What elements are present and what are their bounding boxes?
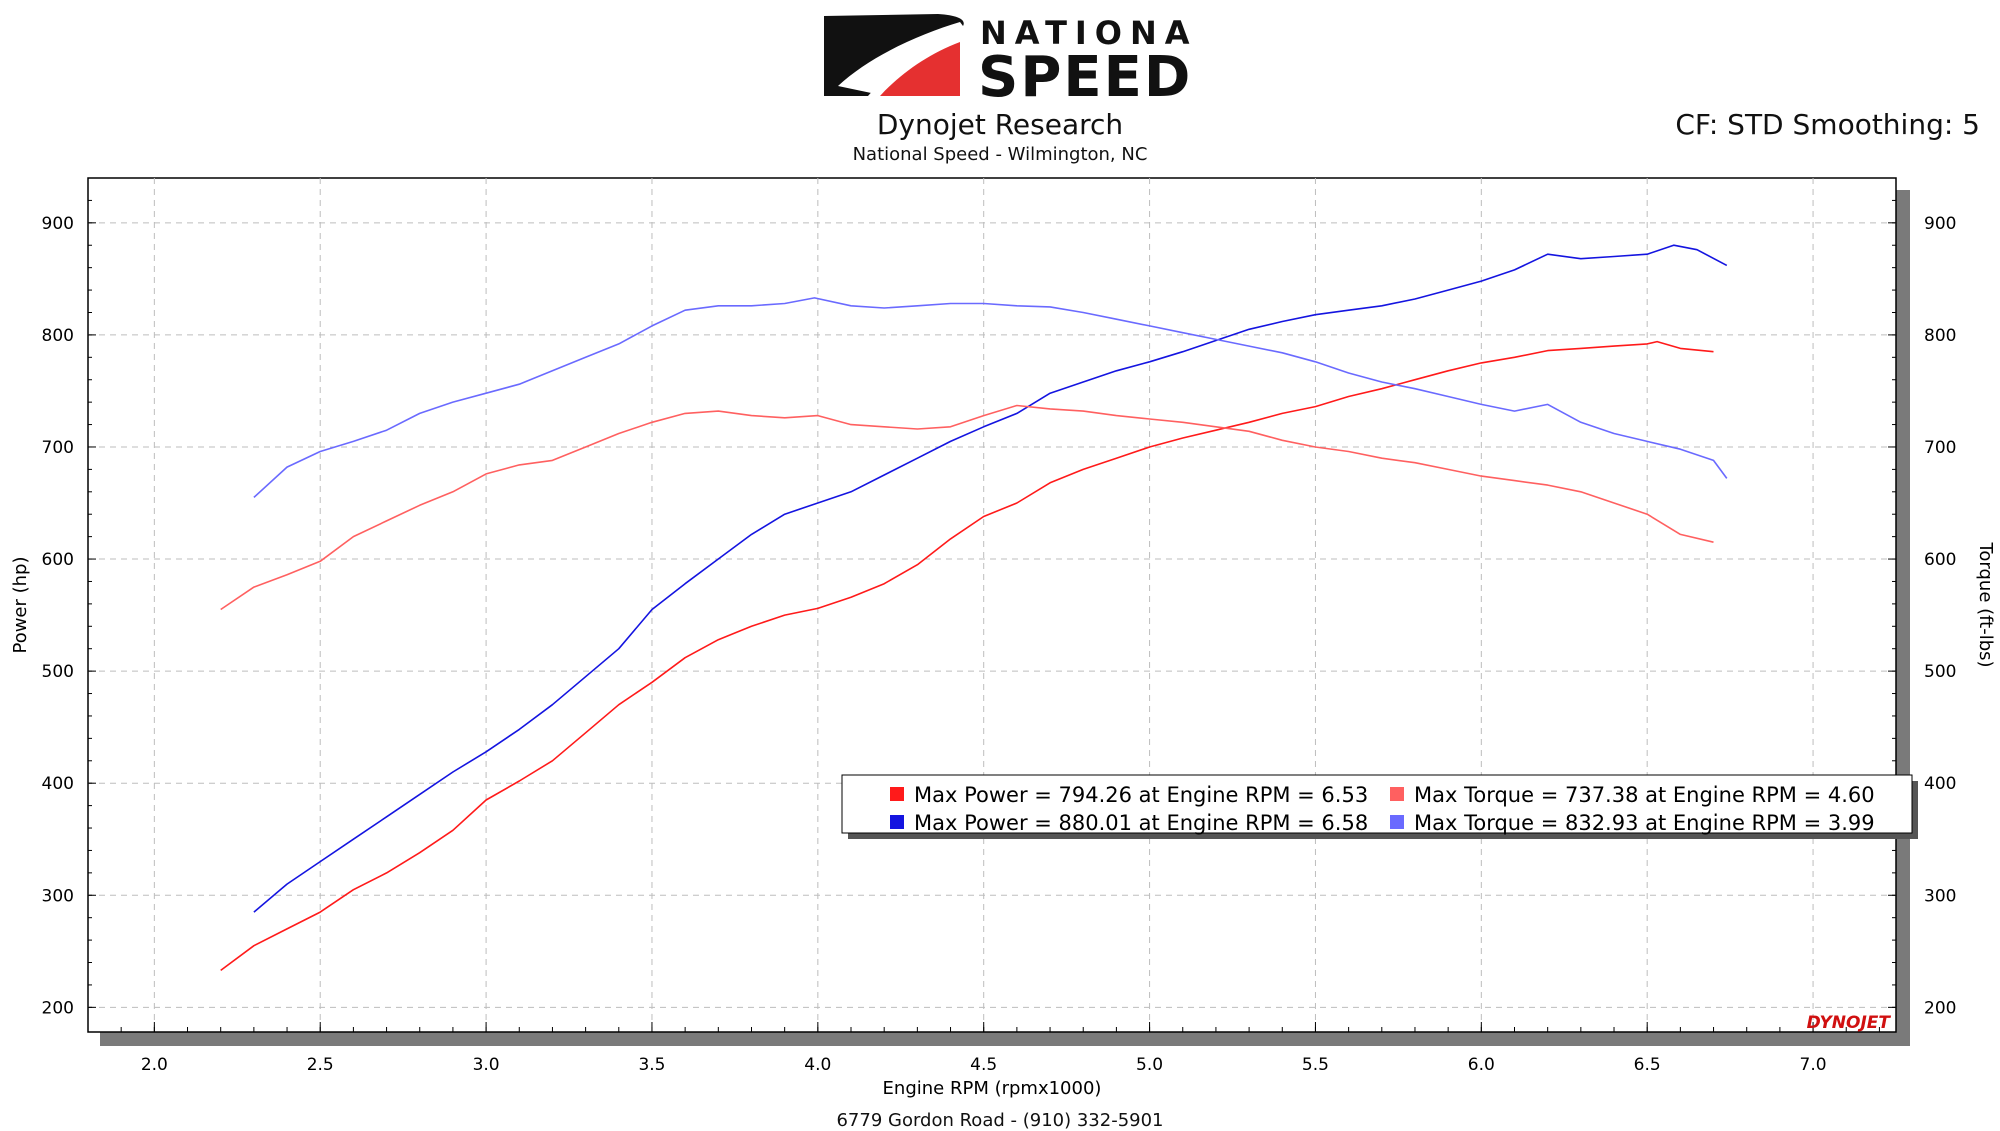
- logo-wordmark-speed: SPEED: [978, 45, 1192, 104]
- dynojet-watermark: DYNOJET: [1807, 1013, 1892, 1033]
- y-left-tick-label: 700: [42, 438, 74, 458]
- y-right-tick-label: 900: [1924, 214, 1956, 234]
- x-tick-label: 2.5: [307, 1055, 334, 1075]
- x-tick-label: 4.5: [970, 1055, 997, 1075]
- y-right-tick-label: 500: [1924, 662, 1956, 682]
- y-left-tick-label: 800: [42, 326, 74, 346]
- y-right-tick-label: 300: [1924, 886, 1956, 906]
- legend-swatch: [890, 815, 904, 829]
- y-right-tick-label: 700: [1924, 438, 1956, 458]
- logo-white-swoosh: [838, 22, 966, 94]
- y-right-tick-label: 400: [1924, 774, 1956, 794]
- x-tick-label: 2.0: [141, 1055, 168, 1075]
- x-tick-label: 7.0: [1800, 1055, 1827, 1075]
- y-right-tick-label: 800: [1924, 326, 1956, 346]
- y-left-tick-label: 400: [42, 774, 74, 794]
- bottom-frame-shadow: [100, 1032, 1910, 1046]
- national-speed-logo: NATIONAL SPEED: [824, 14, 1200, 104]
- logo-wordmark-national: NATIONAL: [980, 14, 1200, 52]
- y-left-tick-label: 600: [42, 550, 74, 570]
- series-line-torque1: [220, 404, 1714, 611]
- legend-box: [841, 774, 1913, 834]
- x-axis-label: Engine RPM (rpmx1000): [883, 1078, 1102, 1099]
- legend-entry: Max Torque = 737.38 at Engine RPM = 4.60: [1414, 783, 1875, 807]
- y-right-tick-label: 200: [1924, 998, 1956, 1018]
- y-right-tick-label: 600: [1924, 550, 1956, 570]
- x-tick-label: 3.0: [473, 1055, 500, 1075]
- legend-swatch: [890, 787, 904, 801]
- chart-title: Dynojet Research: [876, 108, 1124, 141]
- x-tick-label: 6.5: [1634, 1055, 1661, 1075]
- legend-swatch: [1390, 815, 1404, 829]
- y-left-tick-label: 200: [42, 998, 74, 1018]
- series-line-torque2: [253, 297, 1728, 498]
- chart-subtitle: National Speed - Wilmington, NC: [852, 144, 1148, 165]
- series-line-power1: [220, 340, 1714, 972]
- x-tick-label: 6.0: [1468, 1055, 1495, 1075]
- legend-entry: Max Power = 880.01 at Engine RPM = 6.58: [914, 811, 1368, 835]
- x-tick-label: 3.5: [638, 1055, 665, 1075]
- legend-swatch: [1390, 787, 1404, 801]
- right-frame-shadow: [1896, 190, 1910, 1044]
- y-left-axis-label: Power (hp): [10, 556, 31, 653]
- legend-entry: Max Torque = 832.93 at Engine RPM = 3.99: [1414, 811, 1875, 835]
- x-tick-label: 4.0: [804, 1055, 831, 1075]
- y-left-tick-label: 500: [42, 662, 74, 682]
- y-left-tick-label: 900: [42, 214, 74, 234]
- plot-area: [87, 177, 1897, 1033]
- logo-red-swoosh: [880, 42, 960, 96]
- legend-entry: Max Power = 794.26 at Engine RPM = 6.53: [914, 783, 1368, 807]
- x-tick-label: 5.0: [1136, 1055, 1163, 1075]
- y-right-axis-label: Torque (ft-lbs): [1975, 541, 1996, 667]
- series-line-power2: [253, 244, 1728, 913]
- x-tick-label: 5.5: [1302, 1055, 1329, 1075]
- y-left-tick-label: 300: [42, 886, 74, 906]
- correction-factor-text: CF: STD Smoothing: 5: [1675, 108, 1980, 141]
